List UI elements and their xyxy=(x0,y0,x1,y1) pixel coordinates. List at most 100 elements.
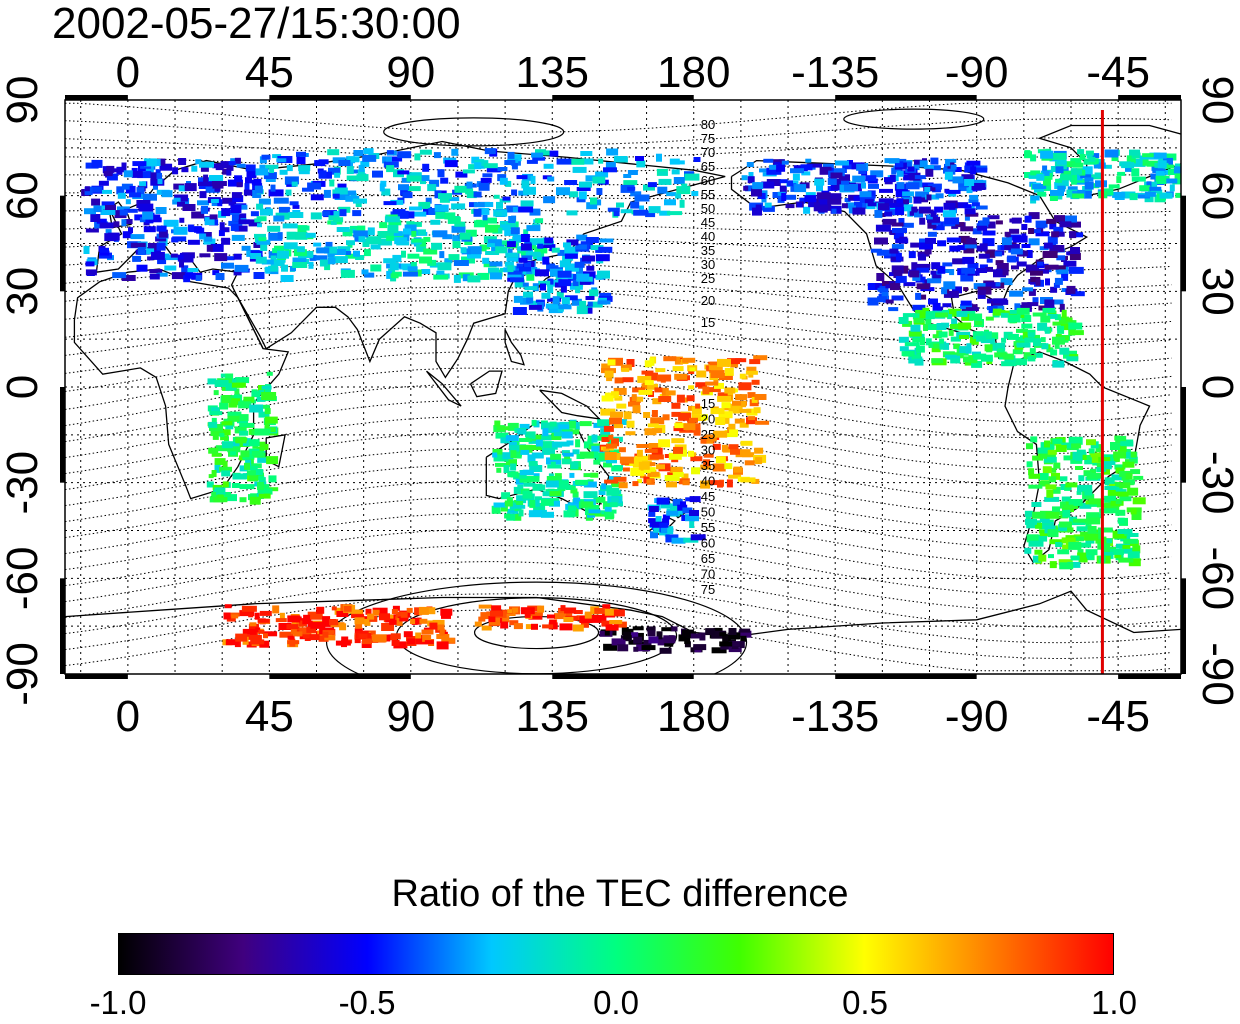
data-cell xyxy=(469,202,477,208)
data-cell xyxy=(361,641,372,648)
data-cell xyxy=(1026,443,1033,450)
y-tick-label-right: 0 xyxy=(1193,375,1240,399)
data-cell xyxy=(919,217,926,225)
data-cell xyxy=(239,484,255,490)
data-cell xyxy=(234,157,241,164)
data-cell xyxy=(234,394,243,401)
data-cell xyxy=(353,198,367,204)
data-cell xyxy=(1169,184,1175,192)
data-cell xyxy=(1069,231,1077,239)
data-cell xyxy=(648,636,659,644)
data-cell xyxy=(588,509,601,514)
data-cell xyxy=(914,358,924,366)
data-cell xyxy=(574,421,580,430)
data-cell xyxy=(420,241,427,247)
data-cell xyxy=(372,170,383,178)
data-cell xyxy=(222,197,237,204)
data-cell xyxy=(324,246,338,254)
data-cell xyxy=(1098,457,1111,463)
data-cell xyxy=(494,211,502,216)
data-cell xyxy=(84,186,90,192)
data-cell xyxy=(270,184,276,192)
data-cell xyxy=(512,207,518,212)
data-cell xyxy=(578,191,587,200)
data-cell xyxy=(636,444,650,448)
contour-label: 70 xyxy=(701,145,715,160)
data-cell xyxy=(228,161,236,166)
data-cell xyxy=(483,217,497,224)
data-cell xyxy=(257,223,262,228)
data-cell xyxy=(1182,164,1190,170)
data-cell xyxy=(856,163,867,171)
data-cell xyxy=(406,172,422,179)
data-cell xyxy=(427,184,437,192)
data-cell xyxy=(925,311,935,320)
data-cell xyxy=(751,188,762,197)
y-tick-label-left: -30 xyxy=(0,451,47,515)
data-cell xyxy=(323,189,331,198)
data-cell xyxy=(1077,149,1085,155)
data-cell xyxy=(549,244,556,252)
data-cell xyxy=(522,173,534,181)
data-cell xyxy=(613,211,620,217)
data-cell xyxy=(435,211,446,219)
data-cell xyxy=(310,194,324,201)
data-cell xyxy=(131,170,143,178)
data-cell xyxy=(531,452,544,459)
data-cell xyxy=(1112,530,1127,539)
data-cell xyxy=(195,159,202,165)
data-cell xyxy=(507,422,519,431)
data-cell xyxy=(1076,178,1088,183)
data-cell xyxy=(91,159,103,168)
data-cell xyxy=(540,498,554,506)
data-cell xyxy=(927,216,940,223)
data-cell xyxy=(650,417,665,425)
data-cell xyxy=(1128,558,1141,567)
data-cell xyxy=(1007,314,1021,323)
data-cell xyxy=(1021,323,1033,329)
data-cell xyxy=(597,300,611,305)
data-cell xyxy=(692,423,701,432)
data-cell xyxy=(83,246,90,254)
data-cell xyxy=(644,360,652,368)
data-cell xyxy=(1052,506,1060,515)
data-cell xyxy=(570,429,580,435)
data-cell xyxy=(762,205,775,212)
data-cell xyxy=(264,416,278,424)
data-cell xyxy=(1086,512,1100,520)
data-cell xyxy=(1097,464,1112,470)
data-cell xyxy=(486,167,501,173)
data-cell xyxy=(827,178,837,185)
data-cell xyxy=(265,266,271,274)
data-cell xyxy=(728,423,736,430)
data-cell xyxy=(335,640,351,646)
data-cell xyxy=(1129,455,1137,464)
data-cell xyxy=(261,259,274,265)
data-cell xyxy=(407,253,420,259)
data-cell xyxy=(671,402,681,409)
data-cell xyxy=(485,251,500,255)
data-cell xyxy=(247,463,262,469)
data-cell xyxy=(628,457,641,462)
data-cell xyxy=(686,395,695,402)
data-cell xyxy=(327,149,340,156)
data-cell xyxy=(973,353,987,360)
data-cell xyxy=(214,464,221,473)
data-cell xyxy=(763,158,774,163)
data-cell xyxy=(253,272,265,279)
data-cell xyxy=(874,237,888,245)
data-cell xyxy=(298,165,311,172)
data-cell xyxy=(328,167,340,175)
data-cell xyxy=(867,190,876,199)
data-cell xyxy=(528,510,542,518)
data-cell xyxy=(454,221,466,227)
contour-label: 40 xyxy=(701,474,715,489)
data-cell xyxy=(938,331,948,338)
data-cell xyxy=(275,618,287,623)
data-cell xyxy=(689,520,695,528)
data-cell xyxy=(563,511,576,517)
data-cell xyxy=(181,265,189,274)
data-cell xyxy=(987,215,1000,220)
data-cell xyxy=(491,505,501,514)
data-cell xyxy=(519,266,531,272)
